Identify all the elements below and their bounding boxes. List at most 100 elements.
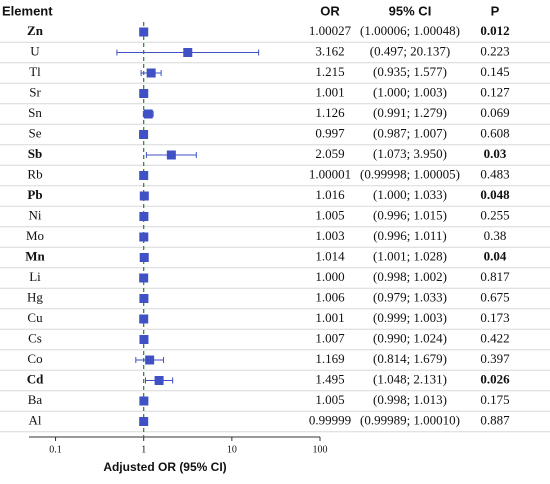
or-value: 1.016 <box>315 187 345 202</box>
p-value: 0.03 <box>484 146 507 161</box>
ci-value: (1.073; 3.950) <box>373 146 447 161</box>
ci-value: (1.000; 1.003) <box>373 84 447 99</box>
p-value: 0.397 <box>480 351 510 366</box>
ci-value: (0.99989; 1.00010) <box>360 412 460 427</box>
p-value: 0.817 <box>480 269 510 284</box>
p-value: 0.38 <box>484 228 507 243</box>
p-value: 0.012 <box>480 23 509 38</box>
or-value: 0.99999 <box>309 412 351 427</box>
p-value: 0.04 <box>484 248 507 263</box>
or-marker <box>139 212 149 221</box>
or-value: 3.162 <box>315 43 344 58</box>
or-value: 1.003 <box>315 228 344 243</box>
category-label: Pb <box>27 187 42 202</box>
ci-value: (0.991; 1.279) <box>373 105 447 120</box>
or-marker <box>139 130 149 139</box>
category-label: Sr <box>29 84 41 99</box>
p-value: 0.223 <box>480 43 509 58</box>
p-value: 0.422 <box>480 330 509 345</box>
ci-value: (0.987; 1.007) <box>373 125 447 140</box>
x-tick-label: 1 <box>141 444 146 455</box>
ci-value: (0.996; 1.011) <box>373 228 447 243</box>
or-value: 1.215 <box>315 64 344 79</box>
or-value: 1.000 <box>315 269 344 284</box>
or-marker <box>139 396 149 406</box>
or-marker <box>145 355 155 365</box>
or-marker <box>139 417 149 426</box>
or-marker <box>139 253 149 262</box>
x-axis-label: Adjusted OR (95% CI) <box>103 460 226 474</box>
x-tick-label: 10 <box>227 444 237 455</box>
category-label: Zn <box>27 23 44 38</box>
category-label: Cs <box>28 330 42 345</box>
or-value: 1.005 <box>315 207 344 222</box>
category-label: Mn <box>25 248 45 263</box>
or-value: 1.001 <box>315 84 344 99</box>
category-label: Co <box>27 351 42 366</box>
or-value: 1.014 <box>315 248 345 263</box>
or-marker <box>139 232 149 242</box>
ci-value: (0.999; 1.003) <box>373 310 447 325</box>
column-header: 95% CI <box>389 3 432 18</box>
or-value: 1.126 <box>315 105 345 120</box>
category-label: Ni <box>29 207 42 222</box>
or-marker <box>139 191 149 201</box>
category-label: Sn <box>28 105 42 120</box>
category-label: Al <box>29 412 42 427</box>
or-marker <box>154 376 164 385</box>
or-marker <box>139 171 149 180</box>
ci-value: (1.001; 1.028) <box>373 248 447 263</box>
or-marker <box>139 314 149 324</box>
p-value: 0.127 <box>480 84 510 99</box>
column-header: OR <box>320 3 340 18</box>
x-tick-label: 0.1 <box>49 444 62 455</box>
ci-value: (1.00006; 1.00048) <box>360 23 460 38</box>
category-label: Li <box>29 269 41 284</box>
p-value: 0.255 <box>480 207 509 222</box>
or-value: 2.059 <box>315 146 344 161</box>
p-value: 0.026 <box>480 371 510 386</box>
or-marker <box>139 335 149 344</box>
category-label: U <box>30 43 40 58</box>
ci-value: (1.048; 2.131) <box>373 371 447 386</box>
p-value: 0.069 <box>480 105 509 120</box>
category-label: Sb <box>28 146 42 161</box>
or-value: 1.005 <box>315 392 344 407</box>
or-marker <box>139 294 149 303</box>
or-marker <box>143 109 153 119</box>
category-label: Ba <box>28 392 43 407</box>
ci-value: (0.497; 20.137) <box>370 43 451 58</box>
or-value: 1.00001 <box>309 166 351 181</box>
p-value: 0.608 <box>480 125 509 140</box>
x-tick-label: 100 <box>313 444 328 455</box>
or-value: 1.169 <box>315 351 344 366</box>
or-marker <box>166 150 176 160</box>
or-value: 0.997 <box>315 125 345 140</box>
or-value: 1.007 <box>315 330 345 345</box>
category-label: Hg <box>27 289 43 304</box>
category-label: Cu <box>27 310 43 325</box>
p-value: 0.048 <box>480 187 510 202</box>
category-label: Tl <box>29 64 41 79</box>
ci-value: (0.935; 1.577) <box>373 64 447 79</box>
or-value: 1.006 <box>315 289 345 304</box>
category-label: Se <box>29 125 42 140</box>
or-marker <box>139 273 149 283</box>
p-value: 0.675 <box>480 289 509 304</box>
or-value: 1.00027 <box>309 23 352 38</box>
ci-value: (0.998; 1.013) <box>373 392 447 407</box>
ci-value: (0.996; 1.015) <box>373 207 447 222</box>
p-value: 0.887 <box>480 412 510 427</box>
p-value: 0.145 <box>480 64 509 79</box>
or-marker <box>146 68 156 78</box>
ci-value: (0.99998; 1.00005) <box>360 166 460 181</box>
category-label: Cd <box>27 371 44 386</box>
p-value: 0.483 <box>480 166 509 181</box>
ci-value: (0.998; 1.002) <box>373 269 447 284</box>
category-label: Mo <box>26 228 44 243</box>
p-value: 0.175 <box>480 392 509 407</box>
or-marker <box>139 89 149 98</box>
or-marker <box>139 27 149 37</box>
ci-value: (0.979; 1.033) <box>373 289 447 304</box>
ci-value: (1.000; 1.033) <box>373 187 447 202</box>
